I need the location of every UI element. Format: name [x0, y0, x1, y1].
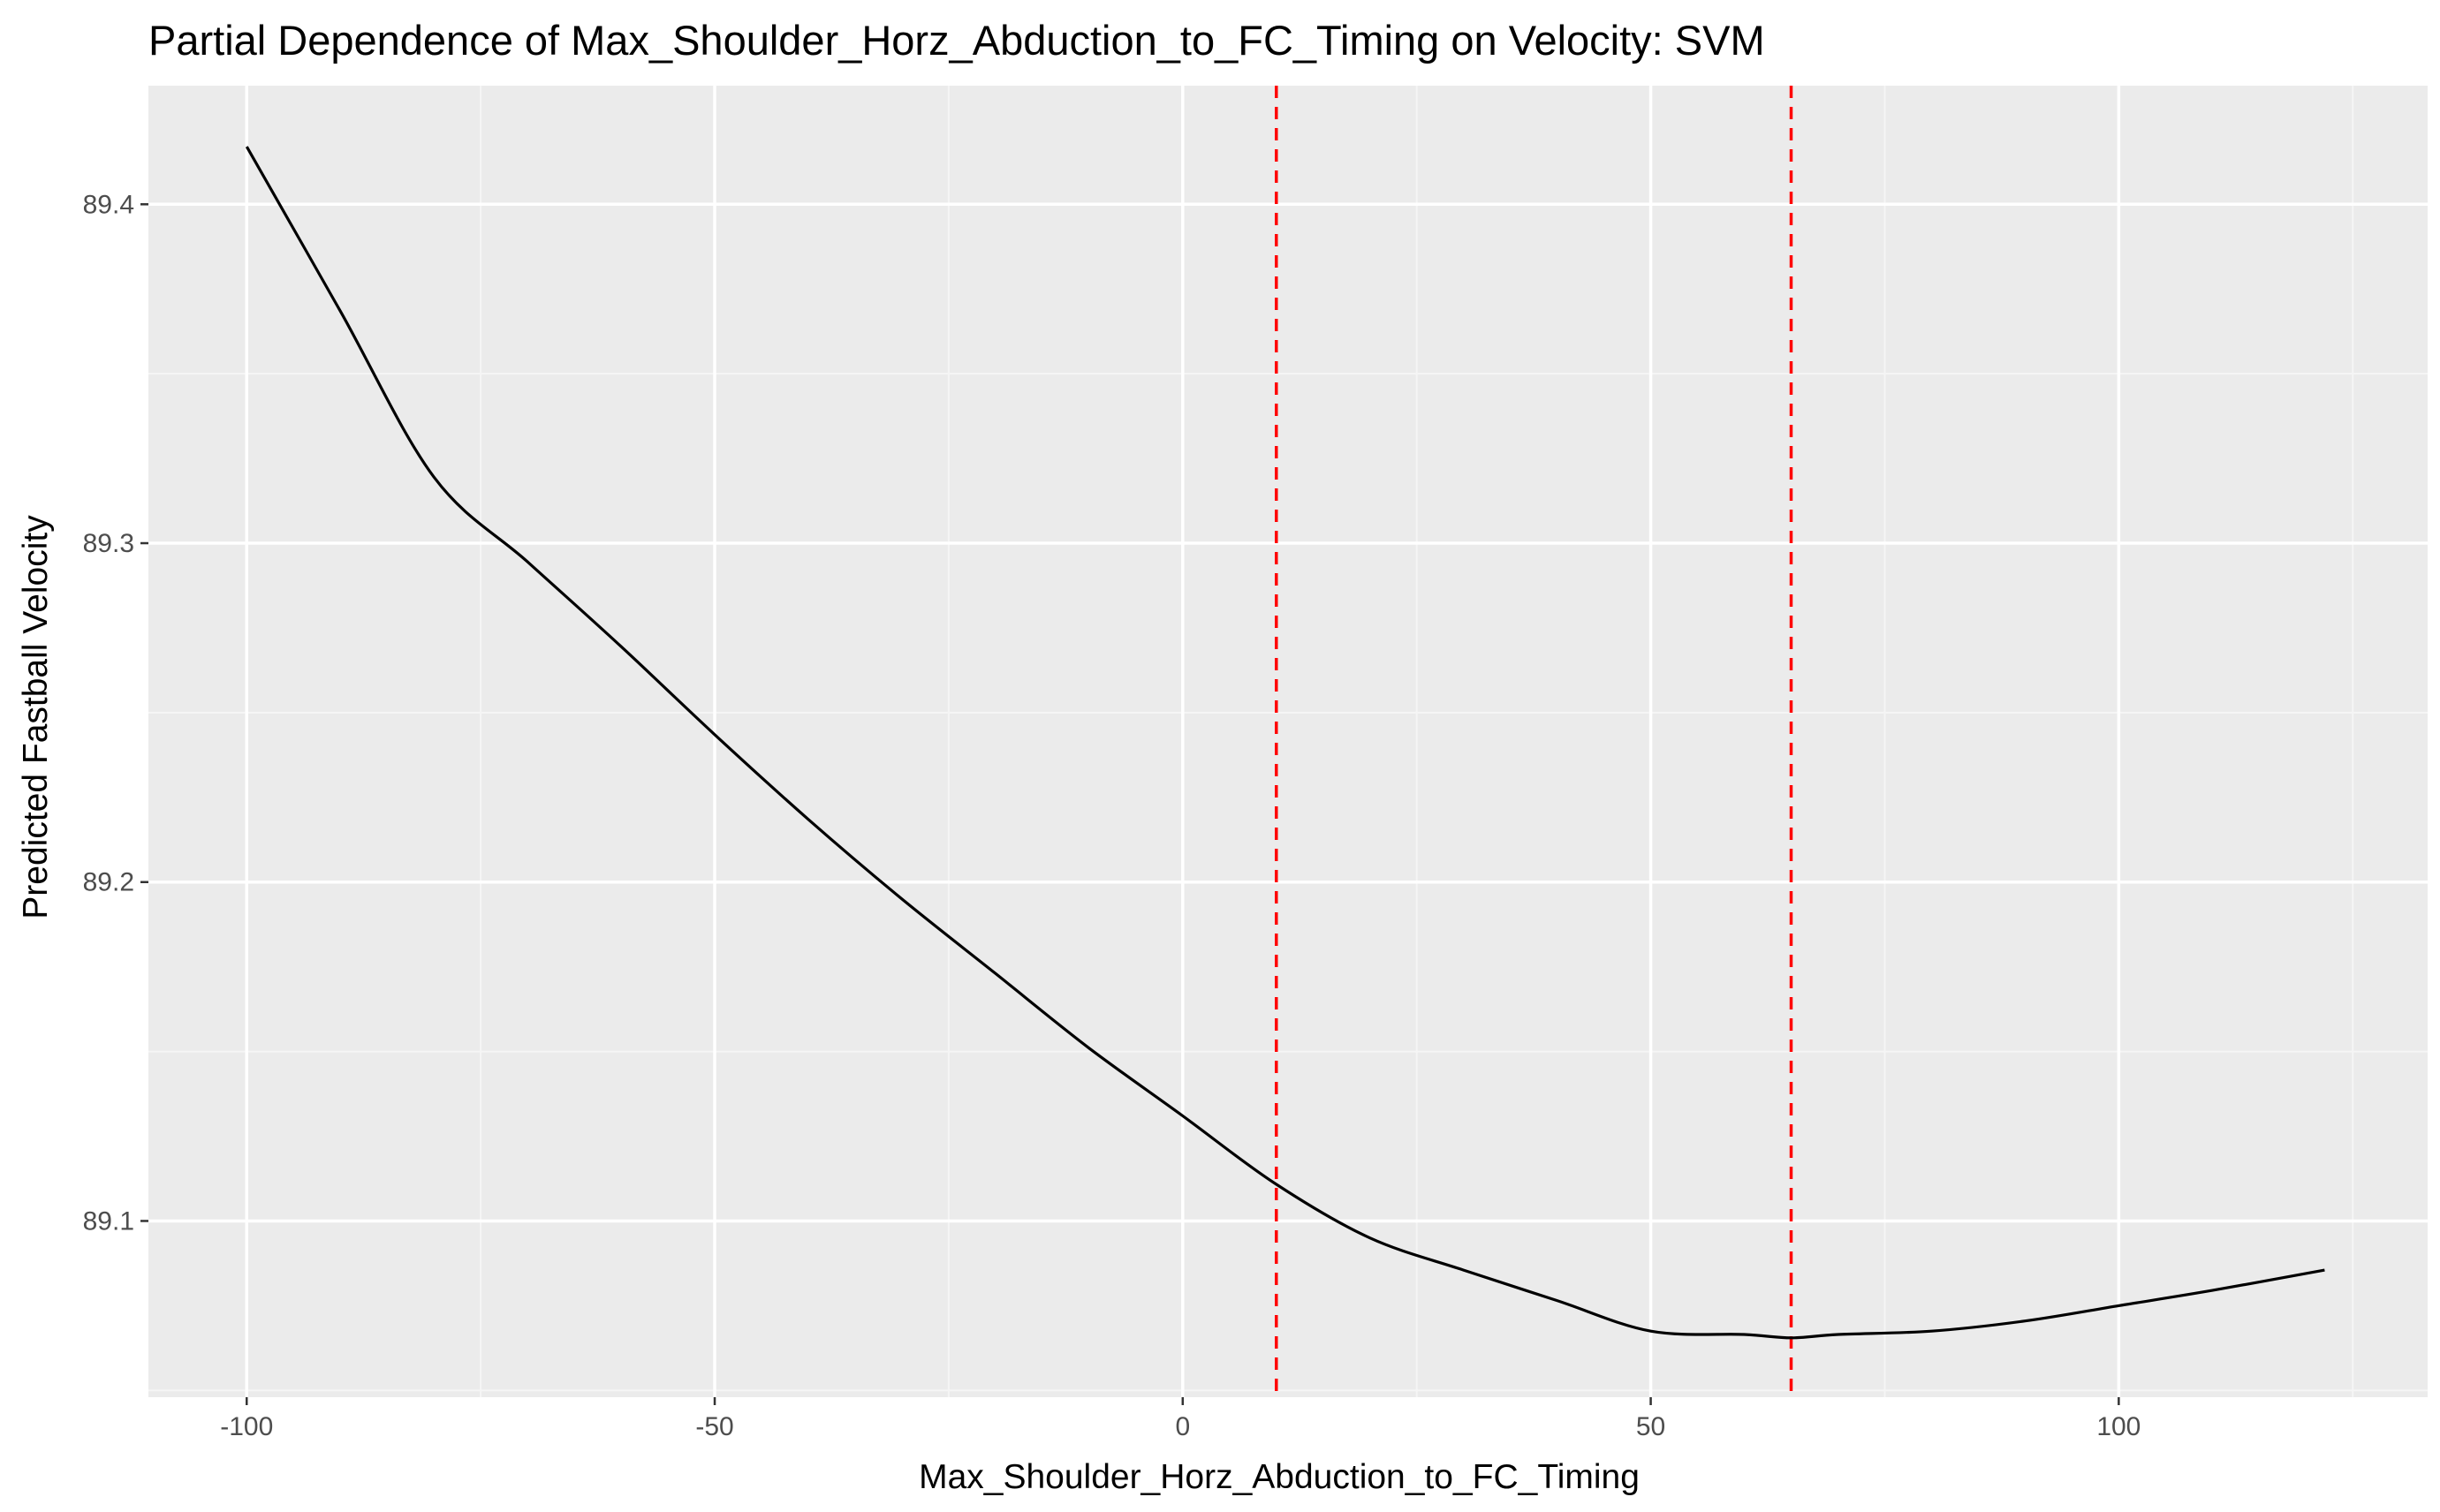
x-tick-label: 100 [2096, 1412, 2141, 1441]
x-tick-label: -100 [220, 1412, 273, 1441]
x-axis: -100 -50 0 50 100 [220, 1397, 2141, 1441]
x-tick-label: -50 [695, 1412, 733, 1441]
y-tick-label: 89.3 [83, 529, 134, 558]
reference-lines [1275, 86, 1793, 1397]
minor-grid [148, 86, 2428, 1397]
y-axis: 89.1 89.2 89.3 89.4 [83, 190, 148, 1236]
plot-panel [148, 86, 2428, 1397]
y-tick-label: 89.4 [83, 190, 134, 219]
y-axis-title: Predicted Fastball Velocity [17, 515, 55, 919]
y-tick-label: 89.1 [83, 1206, 134, 1236]
x-axis-title: Max_Shoulder_Horz_Abduction_to_FC_Timing [919, 1458, 1640, 1496]
y-tick-label: 89.2 [83, 868, 134, 897]
chart-title: Partial Dependence of Max_Shoulder_Horz_… [148, 17, 1765, 64]
series-line [245, 146, 2325, 1340]
major-grid [148, 86, 2428, 1397]
x-tick-label: 0 [1175, 1412, 1190, 1441]
series-layer [245, 146, 2325, 1340]
x-tick-label: 50 [1636, 1412, 1665, 1441]
